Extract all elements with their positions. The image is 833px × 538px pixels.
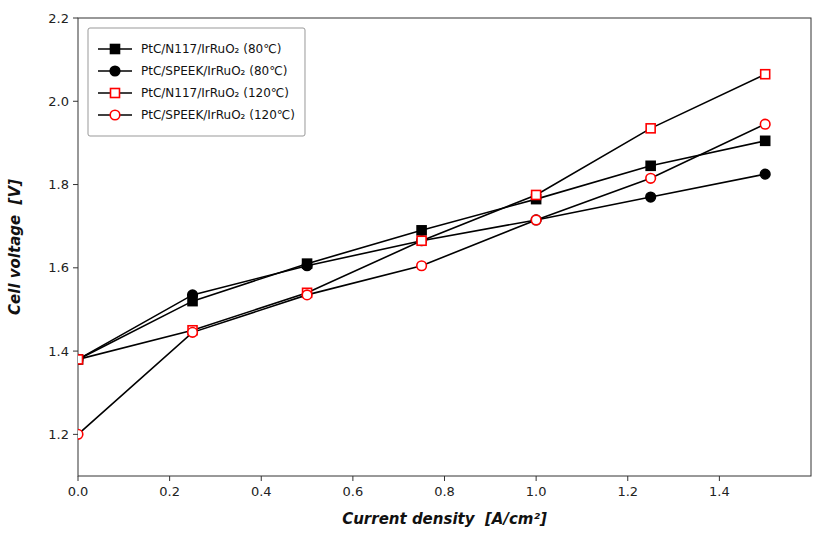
x-tick-label: 1.2 bbox=[617, 484, 638, 499]
point bbox=[188, 290, 198, 300]
axes: 0.0 0.2 0.4 0.6 0.8 1.0 1.2 1.4 1.2 1.4 1.6 1.8 2.0 2… bbox=[48, 11, 811, 500]
point bbox=[760, 169, 770, 179]
point bbox=[417, 236, 426, 245]
point bbox=[646, 161, 655, 170]
point bbox=[417, 226, 426, 235]
point bbox=[531, 215, 541, 225]
point bbox=[302, 290, 312, 300]
point bbox=[78, 355, 83, 364]
y-tick-label: 1.4 bbox=[48, 344, 69, 359]
x-tick bbox=[78, 476, 79, 481]
y-tick bbox=[73, 267, 78, 268]
series bbox=[78, 119, 770, 439]
legend-label: PtC/N117/IrRuO₂ (80℃) bbox=[141, 42, 281, 56]
y-tick-label: 2.0 bbox=[48, 94, 69, 109]
y-tick bbox=[73, 101, 78, 102]
y-tick-label: 1.6 bbox=[48, 260, 69, 275]
point bbox=[646, 124, 655, 133]
plot-frame bbox=[78, 18, 811, 476]
point bbox=[417, 261, 427, 271]
point bbox=[761, 70, 770, 79]
series-line bbox=[78, 74, 765, 359]
series bbox=[78, 169, 770, 364]
point bbox=[417, 236, 427, 246]
point bbox=[646, 192, 656, 202]
y-tick bbox=[73, 18, 78, 19]
series bbox=[78, 70, 770, 364]
point bbox=[78, 355, 83, 364]
y-tick bbox=[73, 434, 78, 435]
x-tick-label: 1.4 bbox=[709, 484, 730, 499]
y-tick-label: 1.8 bbox=[48, 177, 69, 192]
x-tick-label: 0.0 bbox=[68, 484, 89, 499]
legend-marker bbox=[110, 66, 120, 76]
background bbox=[0, 0, 833, 538]
point bbox=[188, 328, 198, 338]
x-tick bbox=[444, 476, 445, 481]
series-line bbox=[78, 174, 765, 359]
x-tick bbox=[627, 476, 628, 481]
x-tick bbox=[719, 476, 720, 481]
x-tick bbox=[536, 476, 537, 481]
point bbox=[761, 136, 770, 145]
legend-label: PtC/N117/IrRuO₂ (120℃) bbox=[141, 86, 289, 100]
point bbox=[646, 174, 656, 184]
x-axis-label: Current density [A/cm²] bbox=[342, 510, 547, 528]
x-tick-label: 0.6 bbox=[343, 484, 364, 499]
legend-marker bbox=[111, 45, 120, 54]
chart: 0.0 0.2 0.4 0.6 0.8 1.0 1.2 1.4 1.2 1.4 1.6 1.8 2.0 2… bbox=[0, 0, 833, 538]
y-axis-label: Cell voltage [V] bbox=[6, 179, 24, 315]
y-tick-label: 2.2 bbox=[48, 11, 69, 26]
legend-marker bbox=[111, 89, 120, 98]
x-tick bbox=[352, 476, 353, 481]
x-tick bbox=[261, 476, 262, 481]
y-tick-label: 1.2 bbox=[48, 427, 69, 442]
x-tick-label: 0.8 bbox=[434, 484, 455, 499]
point bbox=[760, 119, 770, 129]
legend-label: PtC/SPEEK/IrRuO₂ (80℃) bbox=[141, 64, 287, 78]
point bbox=[532, 190, 541, 199]
y-tick bbox=[73, 184, 78, 185]
legend: PtC/N117/IrRuO₂ (80℃) PtC/SPEEK/IrRuO₂ (8… bbox=[88, 28, 305, 136]
point bbox=[302, 261, 312, 271]
point bbox=[78, 430, 83, 440]
point bbox=[78, 355, 83, 365]
x-tick bbox=[169, 476, 170, 481]
point bbox=[531, 215, 541, 225]
y-tick bbox=[73, 351, 78, 352]
legend-box bbox=[88, 28, 305, 136]
x-tick-label: 1.0 bbox=[526, 484, 547, 499]
legend-label: PtC/SPEEK/IrRuO₂ (120℃) bbox=[141, 108, 295, 122]
series-line bbox=[78, 124, 765, 434]
legend-marker bbox=[110, 110, 120, 120]
x-tick-label: 0.4 bbox=[251, 484, 272, 499]
x-tick-label: 0.2 bbox=[159, 484, 180, 499]
